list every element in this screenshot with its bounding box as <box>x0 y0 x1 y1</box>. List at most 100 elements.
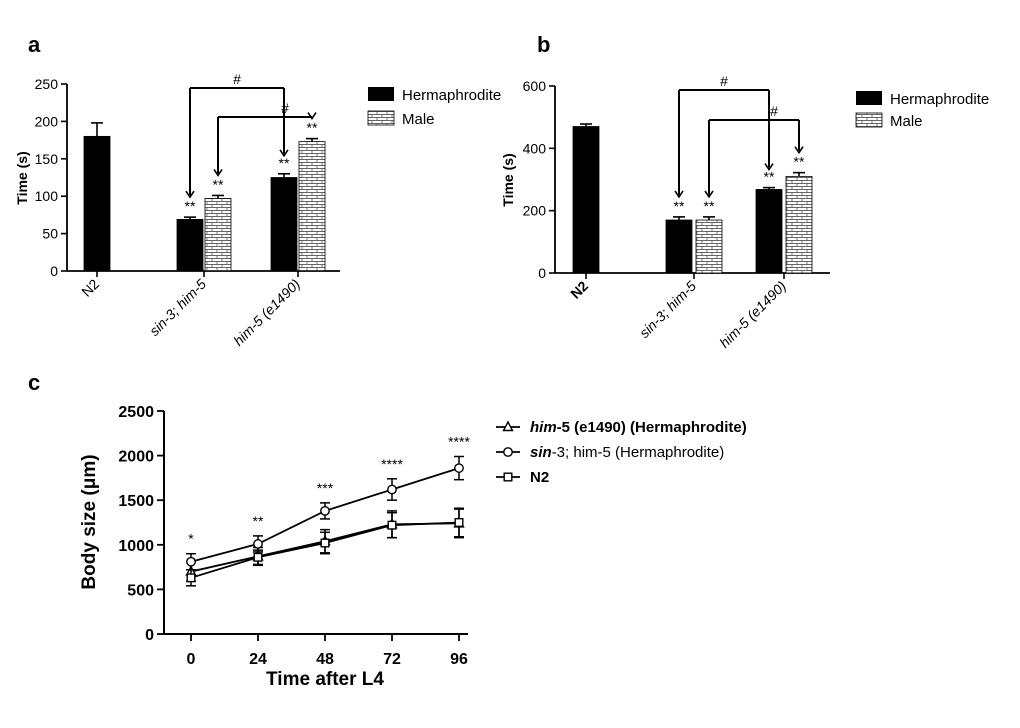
y-tick-label-a: 0 <box>50 263 58 279</box>
bar-a-1-0 <box>176 218 204 272</box>
bracket-1-label-b: # <box>720 73 728 89</box>
x-axis-label-c: Time after L4 <box>266 669 384 690</box>
legend-swatch-hermaphrodite <box>368 87 394 101</box>
chart-b: Time (s) 0 200 400 600 ** ** ** ** N2 sin-3; hi… <box>500 73 989 351</box>
point-2-2 <box>320 538 330 548</box>
x-tick-label-c: 0 <box>187 651 196 668</box>
legend-marker-c-1 <box>503 447 513 457</box>
y-tick-label-a: 250 <box>35 76 59 92</box>
legend-marker-c-0 <box>502 420 514 432</box>
significance-label-a: ** <box>185 198 196 214</box>
legend-label-c-0: him-5 (e1490) (Hermaphrodite) <box>530 419 747 436</box>
bracket-1-label-a: # <box>233 71 241 87</box>
y-tick-label-a: 100 <box>35 188 59 204</box>
y-tick-label-c: 500 <box>127 582 154 599</box>
y-tick-label-b: 400 <box>523 140 547 156</box>
significance-label-b: ** <box>674 198 685 214</box>
significance-label-a: ** <box>279 155 290 171</box>
bracket-1-arrow-left-a <box>185 190 195 199</box>
legend-a: Hermaphrodite Male <box>367 87 501 128</box>
significance-label-b: ** <box>794 154 805 170</box>
y-axis-label-c: Body size (μm) <box>79 454 100 589</box>
point-1-0 <box>186 556 196 567</box>
point-2-4 <box>454 518 464 528</box>
x-tick-label-c: 72 <box>383 651 401 668</box>
legend-label-c-2: N2 <box>530 469 549 486</box>
chart-a: Time (s) 0 50 100 150 200 250 ** ** ** ** N2 sin-… <box>14 71 501 349</box>
legend-swatch-male <box>367 110 395 126</box>
bar-a-1-1 <box>204 198 232 272</box>
x-tick-label-c: 48 <box>316 651 334 668</box>
y-tick-label-c: 1000 <box>118 538 154 555</box>
bar-b-1-0 <box>665 219 693 274</box>
significance-label-c: **** <box>381 456 403 472</box>
category-label-b: him-5 (e1490) <box>716 278 789 351</box>
bracket-2-arrow-left-a <box>213 169 223 177</box>
significance-c: ************** <box>188 433 470 546</box>
y-axis-label-b: Time (s) <box>500 153 516 206</box>
panel-label-a: a <box>28 32 41 57</box>
bracket-1-arrow-a <box>279 149 289 158</box>
y-tick-label-c: 2500 <box>118 404 154 421</box>
y-axis-label-a: Time (s) <box>14 151 30 204</box>
bar-b-0-0 <box>572 126 600 274</box>
significance-label-c: **** <box>448 433 470 449</box>
axes-b: 0 200 400 600 <box>523 78 830 281</box>
bar-a-2-0 <box>270 177 298 272</box>
significance-label-a: ** <box>307 120 318 136</box>
bracket-2-arrow-a <box>307 112 317 121</box>
y-tick-label-c: 2000 <box>118 449 154 466</box>
category-label-b: N2 <box>567 278 591 302</box>
y-tick-label-b: 600 <box>523 78 547 94</box>
legend-b: Hermaphrodite Male <box>855 91 989 130</box>
chart-c: Body size (μm) Time after L4 0 500 1000 150… <box>79 404 747 690</box>
significance-label-b: ** <box>764 169 775 185</box>
significance-label-b: ** <box>704 198 715 214</box>
bracket-1-arrow-b <box>764 163 774 172</box>
point-2-1 <box>253 552 263 562</box>
point-1-3 <box>387 484 397 495</box>
legend-marker-c-2 <box>503 472 513 482</box>
legend-label-hermaphrodite-b: Hermaphrodite <box>890 91 989 108</box>
axes-c: 0 500 1000 1500 2000 2500 0 24 48 72 96 <box>118 404 468 668</box>
point-1-4 <box>454 463 464 473</box>
legend-label-male-b: Male <box>890 113 923 130</box>
legend-c: him-5 (e1490) (Hermaphrodite) sin-3; him-… <box>496 419 747 486</box>
point-1-2 <box>320 506 330 516</box>
bar-a-0-0 <box>83 135 111 272</box>
y-tick-label-a: 200 <box>35 113 59 129</box>
significance-label-c: ** <box>253 513 264 529</box>
point-2-0 <box>186 573 196 583</box>
category-labels-a: N2 sin-3; him-5 him-5 (e1490) <box>78 276 303 349</box>
bracket-1-arrow-left-b <box>674 190 684 199</box>
legend-swatch-hermaphrodite-b <box>856 91 882 105</box>
x-tick-label-c: 96 <box>450 651 468 668</box>
significance-label-c: * <box>188 531 194 547</box>
significance-label-a: ** <box>213 176 224 192</box>
y-tick-label-a: 150 <box>35 151 59 167</box>
y-tick-label-a: 50 <box>42 226 58 242</box>
category-label-a: him-5 (e1490) <box>230 276 303 349</box>
bars-b: ** ** ** ** <box>572 123 813 274</box>
series-c <box>185 455 465 587</box>
x-tick-label-c: 24 <box>249 651 267 668</box>
point-1-1 <box>253 539 263 549</box>
legend-label-c-1: sin-3; him-5 (Hermaphrodite) <box>530 444 724 461</box>
bracket-2-arrow-left-b <box>704 190 714 199</box>
brackets-b: ## <box>674 73 804 199</box>
brackets-a: ## <box>185 71 317 199</box>
bar-b-2-0 <box>755 189 783 274</box>
y-tick-label-b: 200 <box>523 203 547 219</box>
category-labels-b: N2 sin-3; him-5 him-5 (e1490) <box>567 278 789 351</box>
panel-label-b: b <box>537 32 550 57</box>
legend-label-hermaphrodite: Hermaphrodite <box>402 87 501 104</box>
y-tick-label-b: 0 <box>538 265 546 281</box>
bracket-2-label-a: # <box>281 100 289 116</box>
y-tick-label-c: 0 <box>145 627 154 644</box>
point-2-3 <box>387 520 397 530</box>
bracket-2-label-b: # <box>770 103 778 119</box>
category-label-a: sin-3; him-5 <box>146 276 209 339</box>
bar-a-2-1 <box>298 141 326 272</box>
y-tick-label-c: 1500 <box>118 493 154 510</box>
